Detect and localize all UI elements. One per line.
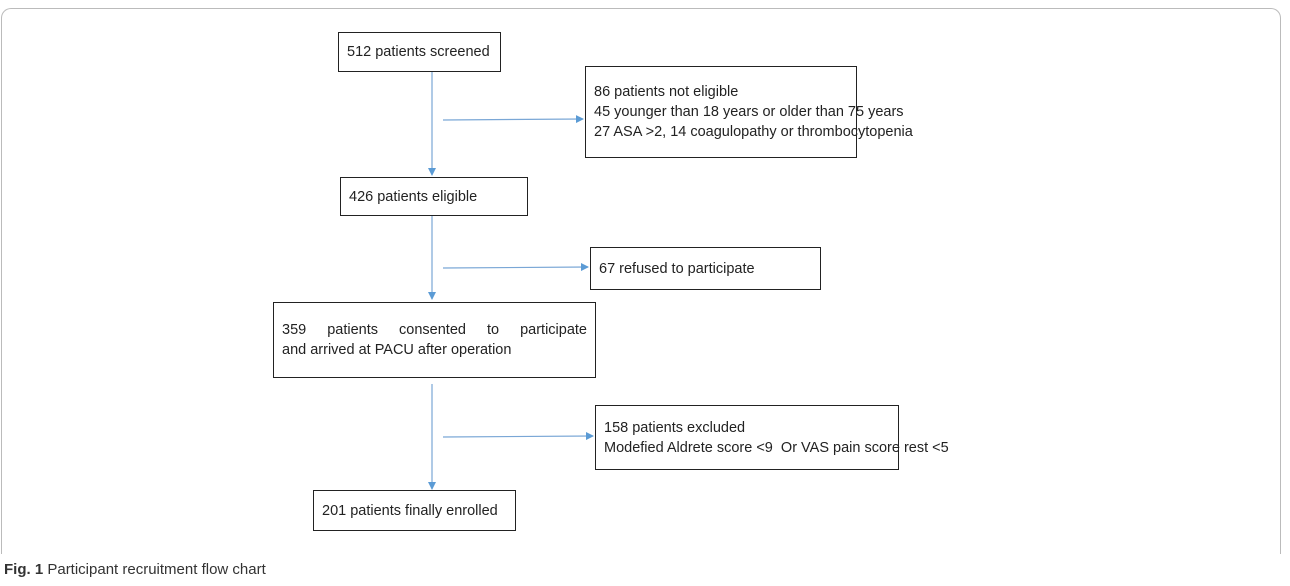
figure-frame bbox=[1, 8, 1281, 554]
box-line: 426 patients eligible bbox=[349, 188, 478, 205]
flow-box: 201 patients finally enrolled bbox=[313, 490, 516, 531]
flow-box: 86 patients not eligible 45 younger than … bbox=[585, 66, 913, 158]
box-line: 27 ASA >2, 14 coagulopathy or thrombocyt… bbox=[594, 124, 913, 140]
box-line: 86 patients not eligible bbox=[594, 84, 739, 100]
flow-box: 359 patients consented to participate and… bbox=[273, 302, 596, 378]
box-line: 158 patients excluded bbox=[604, 419, 746, 436]
flow-box: 158 patients excluded Modefied Aldrete sc… bbox=[595, 405, 949, 470]
caption-label: Fig. 1 bbox=[4, 561, 44, 578]
flow-box: 426 patients eligible bbox=[340, 177, 528, 216]
arrow bbox=[442, 263, 589, 272]
box-line: 45 younger than 18 years or older than 7… bbox=[594, 104, 904, 120]
box-line: Modefied Aldrete score <9 Or VAS pain sc… bbox=[604, 439, 949, 456]
flow-box: 512 patients screened bbox=[338, 32, 501, 72]
box-line: 67 refused to participate bbox=[599, 260, 755, 277]
arrow bbox=[442, 115, 584, 124]
box-line: 359 patients consented to participate bbox=[282, 322, 587, 338]
box-line: 512 patients screened bbox=[347, 44, 490, 60]
caption: Fig. 1 Participant recruitment flow char… bbox=[4, 561, 266, 578]
box-line: and arrived at PACU after operation bbox=[282, 342, 512, 358]
box-line: 201 patients finally enrolled bbox=[322, 502, 498, 519]
caption-text: Participant recruitment flow chart bbox=[47, 561, 266, 578]
arrow bbox=[442, 432, 594, 441]
flow-box: 67 refused to participate bbox=[590, 247, 821, 290]
